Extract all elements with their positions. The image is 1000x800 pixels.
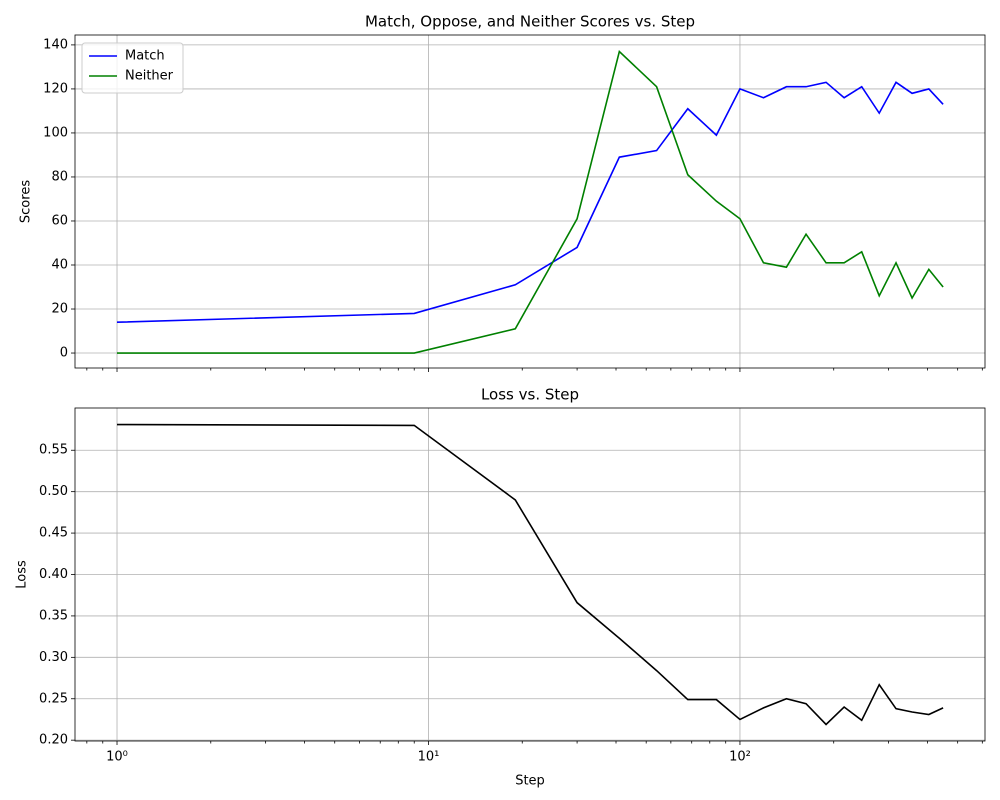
y-tick-label: 0.35 xyxy=(39,608,68,623)
y-tick-label: 0.55 xyxy=(39,443,68,458)
y-tick-label: 60 xyxy=(51,213,68,228)
y-tick-label: 0.25 xyxy=(39,691,68,706)
y-tick-label: 0.30 xyxy=(39,650,68,665)
y-tick-label: 140 xyxy=(43,37,68,52)
y-tick-label: 120 xyxy=(43,81,68,96)
y-tick-label: 80 xyxy=(51,169,68,184)
y-axis-label: Scores xyxy=(19,180,34,223)
y-tick-label: 40 xyxy=(51,257,68,272)
legend-label: Neither xyxy=(125,69,174,84)
data-line xyxy=(117,423,944,726)
data-line xyxy=(117,49,944,354)
y-tick-label: 20 xyxy=(51,302,68,317)
chart-title: Match, Oppose, and Neither Scores vs. St… xyxy=(365,13,695,31)
x-axis-label: Step xyxy=(515,774,545,789)
y-tick-label: 0.45 xyxy=(39,526,68,541)
plot-frame xyxy=(74,407,986,742)
x-tick-label: 10⁰ xyxy=(106,750,128,765)
data-line xyxy=(116,81,944,324)
x-tick-label: 10² xyxy=(729,750,751,765)
y-tick-label: 0.20 xyxy=(39,733,68,748)
y-tick-label: 0.40 xyxy=(39,567,68,582)
plot-frame xyxy=(74,34,986,369)
y-tick-label: 0 xyxy=(60,346,68,361)
y-tick-label: 100 xyxy=(43,125,68,140)
y-axis-label: Loss xyxy=(15,560,30,589)
chart-title: Loss vs. Step xyxy=(481,386,579,404)
x-tick-label: 10¹ xyxy=(418,750,440,765)
legend-label: Match xyxy=(125,49,165,64)
y-tick-label: 0.50 xyxy=(39,484,68,499)
